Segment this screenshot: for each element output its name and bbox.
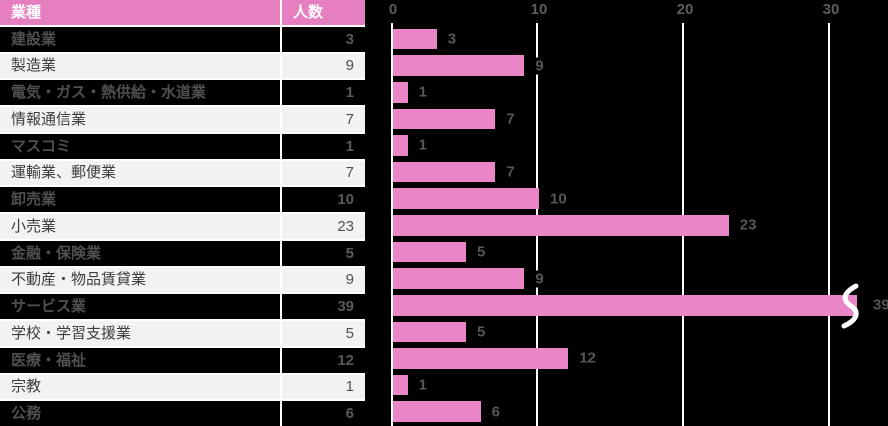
bar-value-label: 7 bbox=[503, 110, 518, 128]
table-header-industry: 業種 bbox=[0, 0, 280, 25]
table-row-value: 7 bbox=[282, 160, 365, 186]
bar-電気・ガス・熱供給・水道業 bbox=[393, 81, 408, 103]
bar-value-label: 1 bbox=[415, 83, 430, 101]
axis-tick-label: 10 bbox=[530, 1, 548, 18]
bar-value-label: 23 bbox=[736, 216, 760, 234]
table-row-value: 1 bbox=[282, 374, 365, 400]
bar-情報通信業 bbox=[393, 108, 496, 130]
table-row-value: 9 bbox=[282, 53, 365, 79]
bar-value-label: 10 bbox=[547, 190, 570, 208]
table-row-label: 公務 bbox=[0, 401, 280, 426]
bar-運輸業、郵便業 bbox=[393, 161, 496, 183]
bar-value-label: 9 bbox=[532, 270, 547, 288]
bar-value-label: 39 bbox=[870, 296, 888, 314]
table-row-label: 小売業 bbox=[0, 214, 280, 239]
bar-金融・保険業 bbox=[393, 241, 466, 263]
table-row-label: マスコミ bbox=[0, 133, 280, 159]
table-row-label: 学校・学習支援業 bbox=[0, 321, 280, 346]
table-row-label: 金融・保険業 bbox=[0, 240, 280, 266]
bar-宗教 bbox=[393, 374, 408, 396]
table-row-label: 建設業 bbox=[0, 26, 280, 52]
bar-卸売業 bbox=[393, 188, 539, 209]
bar-学校・学習支援業 bbox=[393, 321, 466, 343]
bar-value-label: 1 bbox=[415, 376, 430, 394]
table-row-value: 5 bbox=[282, 240, 365, 266]
bar-マスコミ bbox=[393, 135, 408, 156]
axis-line bbox=[390, 23, 393, 426]
bar-医療・福祉 bbox=[393, 348, 569, 369]
gridline bbox=[828, 23, 830, 426]
table-row-value: 12 bbox=[282, 347, 365, 373]
axis-tick-label: 20 bbox=[676, 1, 694, 18]
industry-table: 業種 人数 建設業 3 製造業 9 電気・ガス・熱供給・水道業 1 情報通信業 7 マスコミ 1 運… bbox=[0, 0, 365, 426]
table-header-count: 人数 bbox=[282, 0, 365, 25]
table-row-value: 9 bbox=[282, 267, 365, 293]
bar-小売業 bbox=[393, 215, 729, 236]
bar-建設業 bbox=[393, 28, 437, 50]
table-row-value: 39 bbox=[282, 294, 365, 319]
axis-break-icon bbox=[838, 283, 862, 334]
bar-value-label: 6 bbox=[488, 403, 503, 421]
table-row-value: 3 bbox=[282, 26, 365, 52]
table-row-label: 不動産・物品賃貸業 bbox=[0, 267, 280, 293]
bar-公務 bbox=[393, 401, 481, 422]
bar-value-label: 5 bbox=[474, 323, 489, 341]
bar-chart: 0 10 20 30 3 9 1 7 1 7 10 23 5 9 39 5 12 1 6 bbox=[388, 0, 888, 426]
table-row-label: 卸売業 bbox=[0, 187, 280, 212]
bar-製造業 bbox=[393, 55, 525, 76]
bar-value-label: 1 bbox=[415, 136, 430, 154]
table-row-label: 運輸業、郵便業 bbox=[0, 160, 280, 186]
table-row-label: 情報通信業 bbox=[0, 107, 280, 132]
bar-value-label: 5 bbox=[474, 243, 489, 261]
axis-tick-label: 30 bbox=[822, 1, 840, 18]
bar-value-label: 9 bbox=[532, 57, 547, 75]
table-row-value: 7 bbox=[282, 107, 365, 132]
bar-サービス業 bbox=[393, 294, 857, 316]
table-row-value: 1 bbox=[282, 80, 365, 105]
table-row-label: 電気・ガス・熱供給・水道業 bbox=[0, 80, 280, 105]
axis-tick-label: 0 bbox=[388, 1, 398, 18]
table-row-value: 23 bbox=[282, 214, 365, 239]
bar-不動産・物品賃貸業 bbox=[393, 268, 525, 289]
table-row-value: 6 bbox=[282, 401, 365, 426]
table-row-label: 製造業 bbox=[0, 53, 280, 79]
table-row-value: 1 bbox=[282, 133, 365, 159]
bar-value-label: 7 bbox=[503, 163, 518, 181]
table-row-value: 10 bbox=[282, 187, 365, 212]
table-row-label: 医療・福祉 bbox=[0, 347, 280, 373]
bar-value-label: 12 bbox=[576, 349, 599, 367]
table-row-label: 宗教 bbox=[0, 374, 280, 400]
bar-value-label: 3 bbox=[444, 30, 460, 48]
table-row-label: サービス業 bbox=[0, 294, 280, 319]
table-row-value: 5 bbox=[282, 321, 365, 346]
